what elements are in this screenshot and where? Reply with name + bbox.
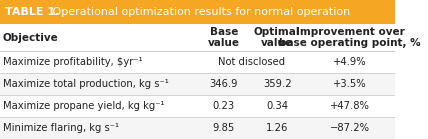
FancyBboxPatch shape [0,0,395,24]
Text: 359.2: 359.2 [263,79,291,89]
Text: Operational optimization results for normal operation: Operational optimization results for nor… [49,7,350,17]
Text: 1.26: 1.26 [266,123,288,133]
Text: 0.34: 0.34 [266,101,288,111]
Text: 0.23: 0.23 [213,101,235,111]
FancyBboxPatch shape [0,24,395,51]
Text: Maximize profitability, $yr⁻¹: Maximize profitability, $yr⁻¹ [3,57,143,67]
Text: Optimal
value: Optimal value [254,27,300,48]
Text: +3.5%: +3.5% [333,79,367,89]
Text: TABLE 1.: TABLE 1. [5,7,59,17]
Text: Minimize flaring, kg s⁻¹: Minimize flaring, kg s⁻¹ [3,123,119,133]
FancyBboxPatch shape [0,73,395,95]
Text: Improvement over
base operating point, %: Improvement over base operating point, % [279,27,421,48]
Text: 346.9: 346.9 [210,79,238,89]
Text: +4.9%: +4.9% [333,57,367,67]
FancyBboxPatch shape [0,51,395,73]
Text: Objective: Objective [3,33,59,43]
Text: Maximize propane yield, kg kg⁻¹: Maximize propane yield, kg kg⁻¹ [3,101,164,111]
FancyBboxPatch shape [0,95,395,117]
Text: Not disclosed: Not disclosed [218,57,285,67]
Text: +47.8%: +47.8% [330,101,370,111]
Text: −87.2%: −87.2% [330,123,370,133]
Text: 9.85: 9.85 [213,123,235,133]
Text: Maximize total production, kg s⁻¹: Maximize total production, kg s⁻¹ [3,79,169,89]
FancyBboxPatch shape [0,117,395,139]
Text: Base
value: Base value [208,27,240,48]
